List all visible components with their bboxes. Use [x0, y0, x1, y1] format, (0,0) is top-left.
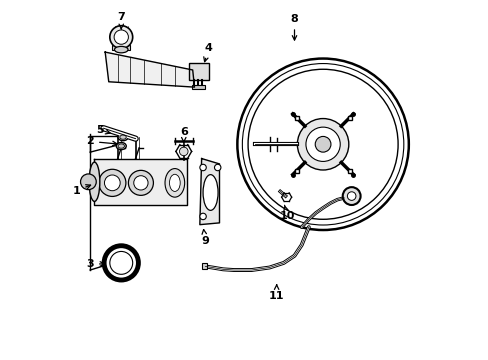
Circle shape: [242, 64, 403, 225]
Ellipse shape: [118, 144, 124, 148]
Bar: [191, 85, 205, 89]
Text: 8: 8: [290, 14, 298, 40]
Circle shape: [342, 187, 360, 205]
Circle shape: [104, 175, 120, 191]
Circle shape: [214, 164, 221, 171]
Circle shape: [179, 147, 188, 156]
Text: 2: 2: [86, 136, 117, 147]
Text: 1: 1: [73, 185, 90, 196]
Text: 3: 3: [86, 259, 104, 269]
Text: 9: 9: [201, 229, 209, 246]
Ellipse shape: [89, 162, 100, 202]
Circle shape: [134, 176, 148, 190]
Bar: [189, 63, 208, 80]
Ellipse shape: [164, 168, 184, 197]
Circle shape: [247, 69, 397, 219]
Bar: [202, 263, 207, 269]
Circle shape: [346, 192, 355, 201]
Circle shape: [99, 169, 125, 197]
Text: 11: 11: [268, 285, 284, 301]
Circle shape: [128, 170, 153, 195]
Circle shape: [305, 127, 340, 161]
Circle shape: [200, 213, 206, 220]
Circle shape: [237, 59, 408, 230]
Circle shape: [110, 251, 132, 274]
Ellipse shape: [118, 134, 128, 141]
Circle shape: [110, 26, 132, 49]
Polygon shape: [94, 158, 187, 205]
Circle shape: [315, 136, 330, 152]
Ellipse shape: [114, 46, 128, 53]
Ellipse shape: [116, 143, 126, 150]
Text: 5: 5: [96, 125, 110, 135]
Circle shape: [297, 118, 348, 170]
Polygon shape: [200, 158, 219, 225]
Circle shape: [200, 164, 206, 171]
Ellipse shape: [120, 135, 126, 139]
Text: 7: 7: [117, 13, 125, 29]
Text: 6: 6: [180, 127, 187, 143]
Circle shape: [114, 30, 128, 44]
Bar: [112, 45, 130, 50]
Circle shape: [104, 246, 138, 280]
Text: 4: 4: [203, 43, 212, 62]
Ellipse shape: [169, 174, 180, 192]
Ellipse shape: [203, 175, 218, 210]
Text: 10: 10: [279, 205, 294, 221]
Circle shape: [81, 174, 96, 190]
Polygon shape: [105, 52, 194, 87]
